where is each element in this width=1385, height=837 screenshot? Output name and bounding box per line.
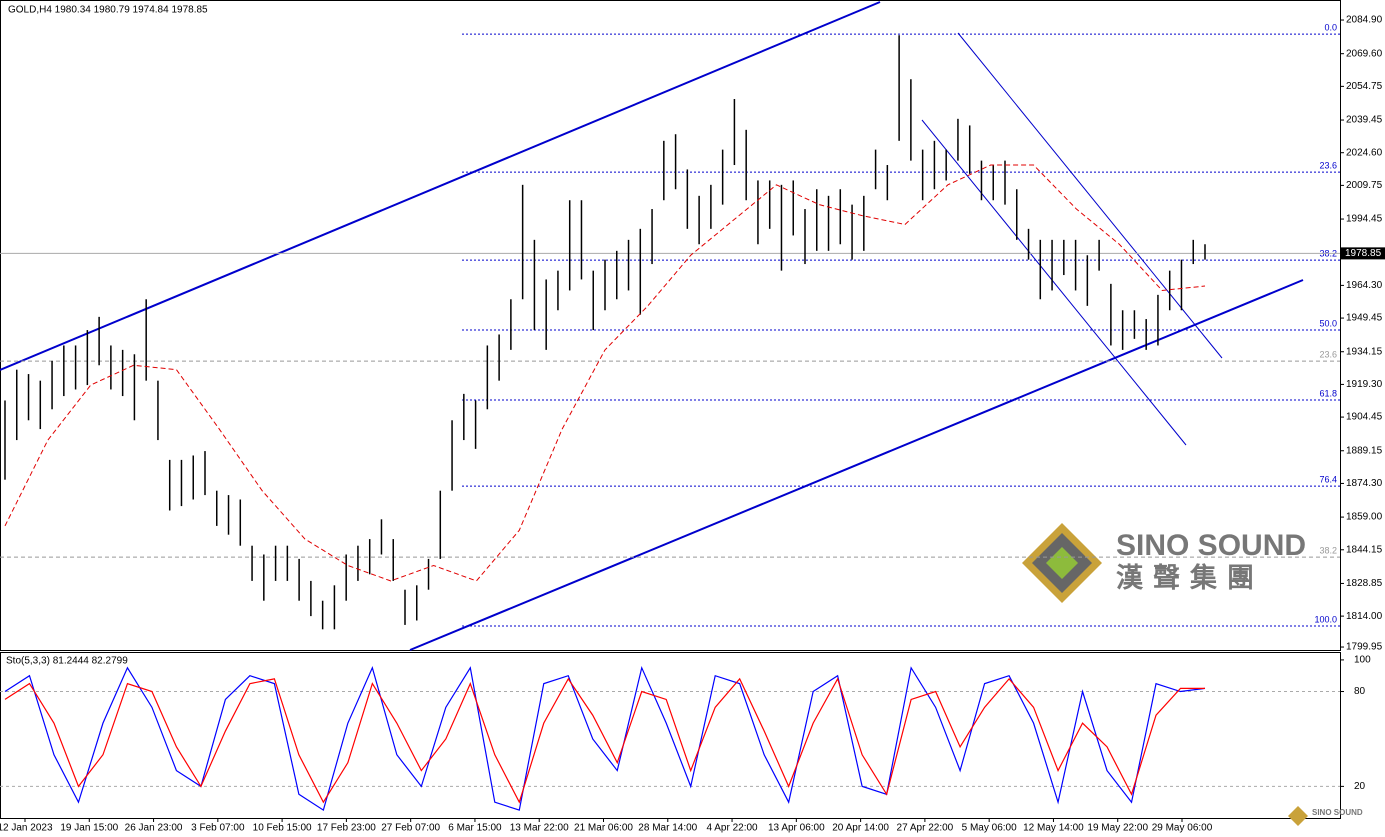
y-tick-label: 1919.30 (1346, 379, 1383, 390)
y-tick-label: 100 (1354, 655, 1371, 666)
small-logo-name: SINO SOUND (1312, 808, 1363, 817)
price-panel (0, 0, 1341, 651)
small-logo (1288, 806, 1308, 826)
y-tick-label: 1964.30 (1346, 280, 1383, 291)
fib-label: 23.6 (1319, 160, 1337, 170)
x-tick-label: 19 Jan 15:00 (60, 823, 118, 834)
trend-lines (0, 1, 1304, 651)
logo-core (1046, 547, 1078, 579)
y-tick-label: 1934.15 (1346, 346, 1383, 357)
x-tick-label: 3 Feb 07:00 (191, 823, 245, 834)
x-tick-label: 12 May 14:00 (1023, 823, 1084, 834)
y-tick-label: 2009.75 (1346, 180, 1383, 191)
channel-top (0, 1, 881, 371)
y-tick-label: 1814.00 (1346, 611, 1383, 622)
down-channel-top (957, 32, 1223, 359)
logo-name: SINO SOUND (1116, 529, 1306, 562)
y-tick-label: 1994.45 (1346, 214, 1383, 225)
x-tick-label: 21 Mar 06:00 (574, 823, 633, 834)
x-tick-label: 5 May 06:00 (962, 823, 1017, 834)
logo-chinese: 漢聲集團 (1116, 562, 1264, 593)
fib-label: 61.8 (1319, 388, 1337, 398)
x-tick-label: 6 Mar 15:00 (448, 823, 502, 834)
fib-label: 50.0 (1319, 318, 1337, 328)
stoch-title: Sto(5,3,3) 81.2444 82.2799 (6, 656, 128, 667)
x-tick-label: 26 Jan 23:00 (125, 823, 183, 834)
moving-average (4, 164, 1206, 582)
x-tick-label: 4 Apr 22:00 (706, 823, 758, 834)
y-tick-label: 1889.15 (1346, 445, 1383, 456)
fib-label: 76.4 (1319, 474, 1337, 484)
y-tick-label: 80 (1354, 686, 1366, 697)
y-tick-label: 2054.75 (1346, 81, 1383, 92)
x-tick-label: 27 Feb 07:00 (381, 823, 440, 834)
x-tick-label: 27 Apr 22:00 (897, 823, 954, 834)
fib-label: 100.0 (1314, 614, 1337, 624)
x-tick-label: 13 Mar 22:00 (510, 823, 569, 834)
x-tick-label: 13 Apr 06:00 (768, 823, 825, 834)
logo (1022, 523, 1102, 603)
y-tick-label: 1874.30 (1346, 478, 1383, 489)
chart-title: GOLD,H4 1980.34 1980.79 1974.84 1978.85 (8, 5, 208, 16)
fib-label: 0.0 (1324, 22, 1337, 32)
down-channel-bottom (921, 119, 1187, 446)
y-tick-label: 2069.60 (1346, 48, 1383, 59)
current-price-label: 1978.85 (1345, 248, 1382, 259)
fib-label: 23.6 (1319, 349, 1337, 359)
y-tick-label: 1949.45 (1346, 313, 1383, 324)
fib-label: 38.2 (1319, 546, 1337, 556)
y-tick-label: 2024.60 (1346, 147, 1383, 158)
y-tick-label: 1904.45 (1346, 412, 1383, 423)
stoch-line (4, 677, 1205, 804)
y-tick-label: 20 (1354, 781, 1366, 792)
y-tick-label: 1844.15 (1346, 544, 1383, 555)
x-tick-label: 20 Apr 14:00 (832, 823, 889, 834)
y-tick-label: 2084.90 (1346, 15, 1383, 26)
channel-bottom (409, 279, 1304, 651)
x-tick-label: 29 May 06:00 (1152, 823, 1213, 834)
x-tick-label: 10 Feb 15:00 (253, 823, 312, 834)
x-tick-label: 19 May 22:00 (1087, 823, 1148, 834)
x-tick-label: 28 Mar 14:00 (638, 823, 697, 834)
y-tick-label: 1859.00 (1346, 512, 1383, 523)
y-tick-label: 1799.95 (1346, 642, 1383, 653)
x-tick-label: 17 Feb 23:00 (317, 823, 376, 834)
y-tick-label: 2039.45 (1346, 115, 1383, 126)
current-price-box (1341, 247, 1385, 260)
x-tick-label: 12 Jan 2023 (0, 823, 53, 834)
stoch-line (4, 665, 1206, 812)
stoch-panel (0, 652, 1341, 819)
y-tick-label: 1828.85 (1346, 578, 1383, 589)
